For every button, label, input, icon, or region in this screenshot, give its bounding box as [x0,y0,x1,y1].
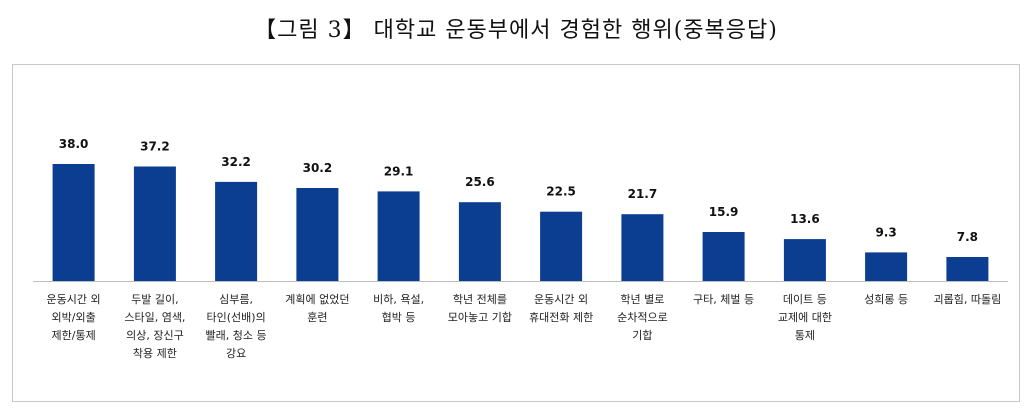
category-label-4: 계획에 없었던 훈련 [285,293,349,324]
bar-7 [540,211,583,281]
category-label-9: 구타, 체벌 등 [693,293,754,306]
data-label-12: 7.8 [957,230,978,244]
bar-6 [458,202,501,281]
bar-1 [52,164,95,281]
data-label-9: 15.9 [709,205,739,219]
category-label-6: 학년 전체를 모아놓고 기합 [448,293,512,324]
data-label-6: 25.6 [465,175,495,189]
data-label-7: 22.5 [546,185,576,199]
bar-9 [702,232,745,281]
category-label-12: 괴롭힘, 따돌림 [934,293,1002,306]
bar-4 [296,188,339,281]
data-label-3: 32.2 [221,155,251,169]
data-label-4: 30.2 [303,161,333,175]
bar-3 [215,181,258,281]
category-label-11: 성희롱 등 [864,293,908,306]
bar-chart: 38.0 운동시간 외 외박/외출 제한/통제 37.2 두발 길이, 스타일, 염색, 의상… [33,137,1008,360]
category-label-1: 운동시간 외 외박/외출 제한/통제 [47,293,101,342]
data-label-11: 9.3 [875,225,896,239]
bar-5 [377,191,420,281]
bar-12 [946,257,989,281]
category-label-5: 비하, 욕설, 협박 등 [373,292,424,324]
category-label-2: 두발 길이, 스타일, 염색, 의상, 장신구 착용 제한 [124,293,185,360]
figure-title: 【그림 3】 대학교 운동부에서 경험한 행위(중복응답) [254,18,778,43]
category-label-3: 심부름, 타인(선배)의 빨래, 청소 등 강요 [206,293,267,360]
data-label-8: 21.7 [628,187,658,201]
data-label-10: 13.6 [790,212,820,226]
bar-2 [133,166,176,281]
category-label-7: 운동시간 외 휴대전화 제한 [529,293,593,324]
data-label-5: 29.1 [384,164,414,178]
bar-8 [621,214,664,281]
bar-10 [783,239,826,281]
chart-frame: 38.0 운동시간 외 외박/외출 제한/통제 37.2 두발 길이, 스타일, 염색, 의상… [12,64,1020,402]
category-label-10: 데이트 등 교제에 대한 통제 [778,293,832,342]
category-label-8: 학년 별로 순차적으로 기합 [617,293,668,342]
data-label-2: 37.2 [140,140,170,154]
bar-11 [865,252,908,281]
data-label-1: 38.0 [59,137,89,151]
